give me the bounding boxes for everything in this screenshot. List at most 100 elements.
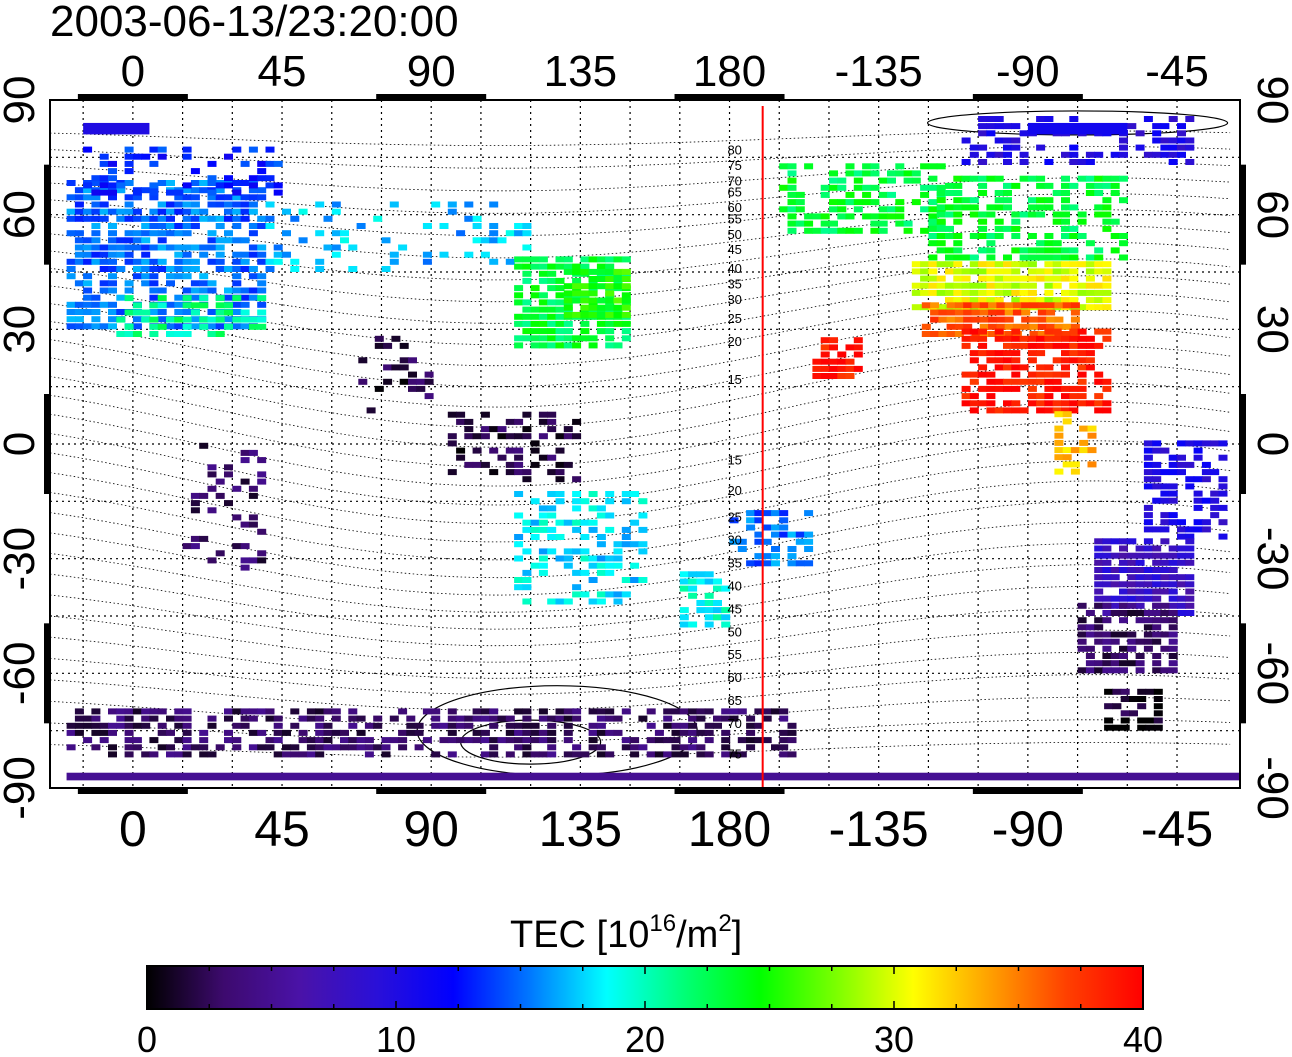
tec-cell: [1143, 545, 1153, 552]
tec-cell: [1102, 645, 1112, 652]
tec-cell: [157, 146, 167, 153]
tec-cell: [489, 258, 499, 265]
tec-cell: [257, 550, 267, 557]
tec-cell: [374, 342, 384, 349]
tec-cell: [1168, 483, 1178, 490]
tec-cell: [845, 227, 855, 234]
tec-cell: [514, 292, 524, 299]
tec-cell: [522, 476, 532, 483]
tec-cell: [66, 194, 76, 201]
tec-cell: [83, 715, 93, 722]
tec-cell: [447, 751, 457, 758]
tec-cell: [1036, 393, 1046, 400]
tec-cell: [1069, 225, 1079, 232]
tec-cell: [1094, 538, 1104, 545]
tec-cell: [83, 146, 93, 153]
tec-cell: [224, 323, 233, 330]
tec-cell: [348, 266, 358, 272]
tec-cell: [1168, 116, 1178, 122]
tec-cell: [563, 751, 573, 758]
tec-cell: [1119, 240, 1128, 247]
tec-cell: [497, 433, 507, 440]
tec-cell: [464, 722, 474, 729]
right-tick-label: 60: [1248, 190, 1292, 239]
tec-cell: [356, 744, 366, 751]
tec-cell: [1077, 631, 1087, 638]
tec-cell: [124, 331, 134, 337]
tec-cell: [994, 175, 1004, 182]
tec-cell: [779, 524, 789, 531]
tec-cell: [1085, 357, 1095, 364]
tec-cell: [414, 729, 424, 736]
tec-cell: [1019, 159, 1029, 165]
tec-cell: [1019, 407, 1029, 414]
tec-cell: [1119, 233, 1128, 239]
tec-cell: [911, 170, 921, 177]
tec-cell: [787, 227, 797, 234]
tec-cell: [1110, 151, 1120, 158]
tec-cell: [580, 534, 590, 540]
tec-cell: [248, 230, 258, 237]
tec-cell: [654, 737, 664, 744]
tec-cell: [1102, 631, 1112, 638]
tec-cell: [141, 187, 151, 194]
tec-cell: [66, 230, 76, 237]
left-tick-label: 0: [0, 432, 44, 456]
bottom-tick-label: 135: [539, 801, 622, 857]
tec-cell: [489, 737, 499, 744]
tec-cell: [1070, 447, 1080, 454]
tec-cell: [464, 418, 474, 425]
tec-cell: [149, 189, 159, 196]
tec-cell: [1061, 197, 1070, 204]
tec-cell: [588, 744, 598, 751]
tec-cell: [1185, 483, 1195, 490]
tec-cell: [1185, 137, 1195, 144]
tec-cell: [563, 722, 573, 729]
tec-cell: [530, 342, 540, 349]
tec-cell: [713, 578, 722, 585]
tec-cell: [829, 170, 838, 177]
tec-cell: [1003, 342, 1012, 349]
tec-cell: [1077, 602, 1087, 609]
tec-cell: [596, 722, 606, 729]
tec-cell: [547, 534, 557, 540]
tec-cell: [903, 220, 913, 227]
tec-cell: [928, 175, 938, 182]
tec-cell: [472, 237, 482, 244]
tec-cell: [132, 737, 142, 744]
tec-cell: [1094, 407, 1104, 414]
tec-cell: [1036, 378, 1046, 385]
tec-cell: [1152, 559, 1162, 566]
tec-cell: [108, 251, 117, 258]
tec-cell: [1152, 660, 1162, 667]
tec-cell: [257, 168, 267, 175]
tec-cell: [1135, 581, 1145, 588]
tec-cell: [182, 223, 192, 229]
tec-cell: [945, 190, 954, 196]
tec-cell: [605, 555, 615, 562]
tec-cell: [83, 287, 93, 294]
tec-cell: [248, 201, 258, 208]
tec-cell: [936, 289, 946, 296]
colorbar: TEC [1016/m2] 0 10 20 30 40: [137, 910, 1163, 1057]
tec-cell: [1185, 581, 1195, 588]
tec-cell: [257, 301, 267, 308]
tec-cell: [588, 256, 598, 263]
tec-cell: [887, 177, 896, 184]
tec-cell: [391, 364, 401, 371]
tec-cell: [1069, 275, 1079, 282]
tec-cell: [779, 751, 789, 758]
tec-cell: [383, 378, 393, 385]
tec-cell: [190, 258, 200, 265]
tec-cell: [505, 418, 515, 425]
tec-cell: [91, 715, 101, 722]
tec-cell: [994, 297, 1004, 304]
tec-cell: [1003, 182, 1012, 189]
tec-cell: [248, 492, 258, 499]
tec-cell: [572, 342, 582, 349]
tec-cell: [1110, 595, 1120, 602]
tec-cell: [1168, 137, 1178, 144]
tec-cell: [547, 737, 557, 744]
tec-cell: [538, 299, 548, 306]
tec-cell: [1019, 247, 1029, 254]
